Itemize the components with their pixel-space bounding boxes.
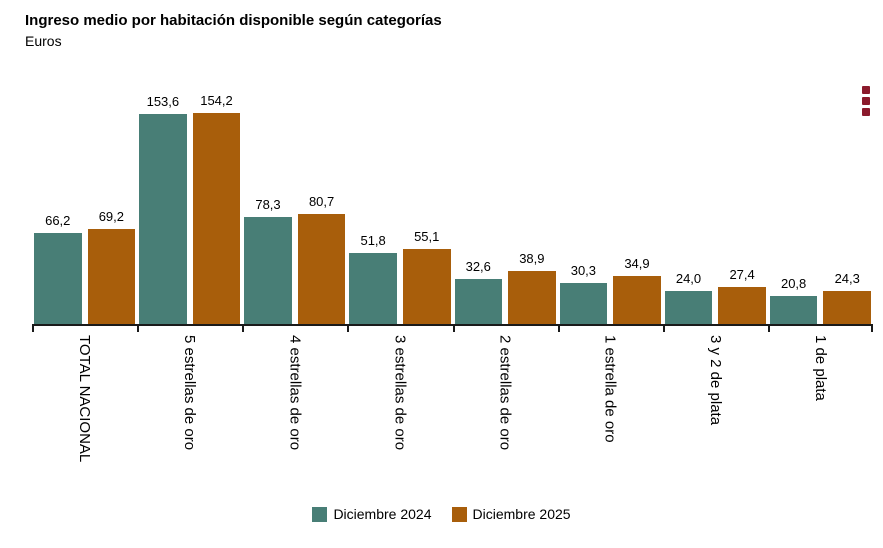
axis-tick [137,324,140,332]
x-axis-label: 3 y 2 de plata [706,335,724,426]
axis-tick [871,324,873,332]
bar-value-label: 154,2 [200,93,233,108]
x-axis-labels: TOTAL NACIONAL 5 estrellas de oro 4 estrel… [32,326,873,494]
bar[interactable]: 51,8 [349,233,397,324]
bar-value-label: 66,2 [45,213,71,228]
bar-group: 51,8 55,1 [347,86,452,324]
bar-group: 32,6 38,9 [453,86,558,324]
bar[interactable]: 78,3 [244,197,292,324]
bar-group: 66,2 69,2 [32,86,137,324]
bar-value-label: 24,0 [675,271,702,286]
x-axis-label-cell: TOTAL NACIONAL [32,326,137,494]
axis-tick [452,324,455,332]
legend-item[interactable]: Diciembre 2025 [451,506,571,522]
bar[interactable]: 27,4 [718,267,766,324]
plot-area: 66,2 69,2 153,6 154,2 78,3 80,7 51,8 55,1 32,6 38… [32,86,873,332]
bar[interactable]: 153,6 [139,94,187,324]
x-axis-label: 2 estrellas de oro [496,335,514,451]
kebab-dot [862,108,870,116]
bar[interactable]: 69,2 [87,209,136,324]
bar[interactable]: 24,3 [823,271,871,324]
x-axis-label-cell: 2 estrellas de oro [453,326,558,494]
bar-value-label: 78,3 [255,197,281,212]
x-axis-label: 1 estrella de oro [601,335,619,443]
x-axis-label: 1 de plata [811,335,829,401]
x-axis-label-cell: 1 de plata [768,326,873,494]
bar-value-label: 51,8 [360,233,386,248]
bar[interactable]: 154,2 [192,93,241,324]
kebab-dot [862,86,870,94]
bar-value-label: 69,2 [98,209,125,224]
legend: Diciembre 2024 Diciembre 2025 [0,506,883,522]
x-axis-label-cell: 3 estrellas de oro [347,326,452,494]
bar[interactable]: 34,9 [613,256,661,324]
kebab-menu-icon[interactable] [860,84,872,118]
bar-value-label: 30,3 [570,263,597,278]
bar-chart: 66,2 69,2 153,6 154,2 78,3 80,7 51,8 55,1 32,6 38… [32,86,873,494]
bar-group: 153,6 154,2 [137,86,242,324]
axis-tick [767,324,770,332]
kebab-dot [862,97,870,105]
bar[interactable]: 24,0 [664,271,713,324]
x-axis-label: 3 estrellas de oro [391,335,409,451]
x-axis-label-cell: 4 estrellas de oro [242,326,347,494]
x-axis-label-cell: 3 y 2 de plata [663,326,768,494]
chart-title: Ingreso medio por habitación disponible … [25,12,442,29]
axis-tick [32,324,34,332]
x-axis-label: 4 estrellas de oro [286,335,304,451]
legend-item[interactable]: Diciembre 2024 [312,506,432,522]
bar-value-label: 24,3 [834,271,860,286]
x-axis-label: 5 estrellas de oro [181,335,199,451]
bar[interactable]: 32,6 [454,259,503,324]
axis-tick [557,324,560,332]
bar-group: 24,0 27,4 [663,86,768,324]
legend-label: Diciembre 2024 [333,506,432,522]
legend-swatch [451,506,467,522]
bar[interactable]: 30,3 [559,263,608,324]
bar[interactable]: 80,7 [297,194,346,324]
bar-group: 30,3 34,9 [558,86,663,324]
bar-value-label: 80,7 [308,194,335,209]
legend-swatch [312,506,328,522]
x-axis-label-cell: 5 estrellas de oro [137,326,242,494]
bar-value-label: 38,9 [519,251,545,266]
axis-tick [242,324,245,332]
bar-value-label: 34,9 [624,256,650,271]
bar-value-label: 32,6 [465,259,491,274]
legend-label: Diciembre 2025 [472,506,571,522]
bar-value-label: 153,6 [146,94,180,109]
bar-value-label: 55,1 [414,229,440,244]
bar-value-label: 20,8 [780,276,807,291]
chart-units-subtitle: Euros [25,33,62,49]
x-axis-label-cell: 1 estrella de oro [558,326,663,494]
x-axis-label: TOTAL NACIONAL [76,335,94,463]
bar[interactable]: 20,8 [769,276,818,324]
bar-value-label: 27,4 [729,267,755,282]
axis-tick [347,324,350,332]
bar[interactable]: 55,1 [402,229,451,324]
bar-group: 20,8 24,3 [768,86,873,324]
bar-group: 78,3 80,7 [242,86,347,324]
bar[interactable]: 66,2 [34,213,82,324]
axis-tick [662,324,665,332]
bar[interactable]: 38,9 [508,251,556,324]
